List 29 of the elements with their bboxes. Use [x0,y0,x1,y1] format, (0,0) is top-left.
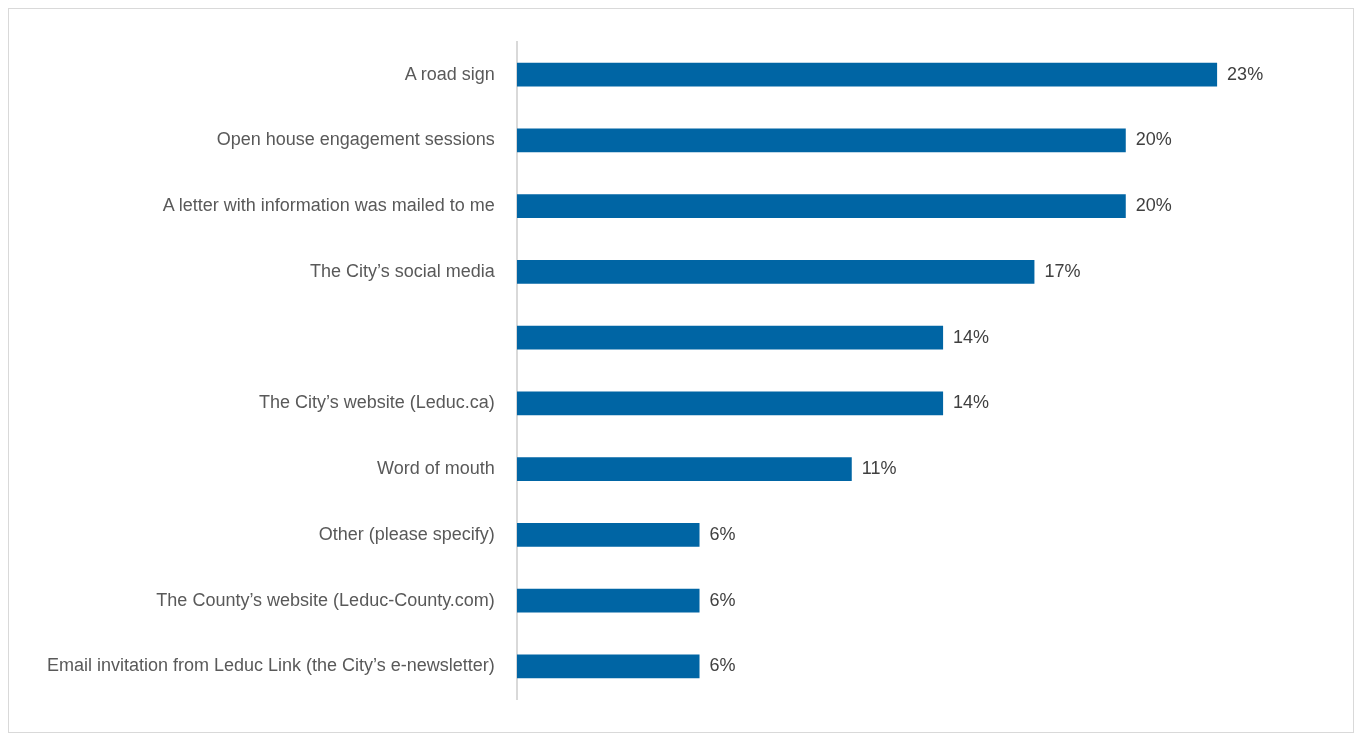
data-label: 17% [1044,260,1081,281]
bar [516,260,1035,284]
data-label: 14% [953,326,990,347]
y-tick-label: The County’s website (Leduc-County.com) [156,589,495,610]
y-tick-label: Word of mouth [377,458,495,479]
y-tick-label: The City’s social media [310,260,496,281]
data-label: 23% [1227,63,1264,84]
bar [516,654,700,679]
bar [516,325,944,350]
bar [516,457,852,481]
y-tick-label: Open house engagement sessions [216,129,495,150]
y-tick-label: Other (please specify) [318,523,495,544]
data-label: 6% [709,523,736,544]
data-label: 6% [709,655,736,676]
data-label: 14% [953,392,990,413]
data-label: 6% [709,589,736,610]
bar [516,62,1218,87]
bar [516,128,1126,153]
y-tick-label: A road sign [404,63,495,84]
bar [516,588,700,613]
bar [516,523,700,547]
data-label: 20% [1135,195,1172,216]
y-tick-label: The City’s website (Leduc.ca) [259,392,495,413]
data-label: 20% [1135,129,1172,150]
y-tick-label: A letter with information was mailed to me [162,195,495,216]
bar [516,391,944,416]
data-label: 11% [861,458,897,479]
y-tick-label: Email invitation from Leduc Link (the City’s e-newsletter) [46,655,495,676]
bar [516,194,1126,218]
